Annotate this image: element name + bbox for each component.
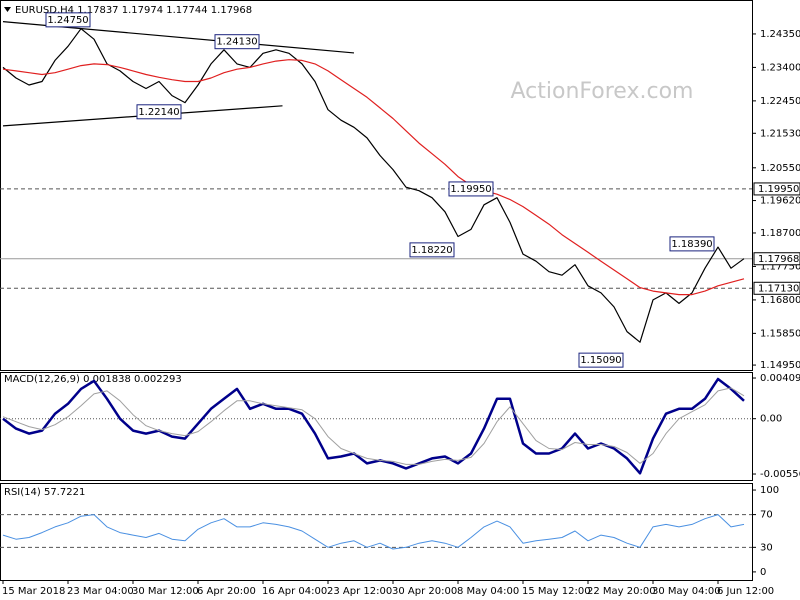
price-label: 1.22140 — [138, 107, 179, 118]
y-tick-label: 1.20550 — [760, 163, 800, 174]
y-tick-label: 0.004094 — [760, 373, 800, 384]
y-tick-label: 1.15850 — [760, 328, 800, 339]
series-line — [2, 59, 745, 296]
rsi-title: RSI(14) 57.7221 — [4, 487, 85, 498]
price-label: 1.19950 — [450, 184, 491, 195]
price-label-box — [669, 236, 715, 252]
y-tick-label: 1.22450 — [760, 96, 800, 107]
chart-title: EURUSD,H4 1.17837 1.17974 1.17744 1.1796… — [15, 5, 252, 16]
panel-frame — [0, 372, 753, 481]
price-label: 1.24130 — [216, 37, 257, 48]
y-tick-label: 1.16800 — [760, 295, 800, 306]
panel-frame — [0, 483, 753, 581]
price-label-box — [409, 242, 455, 258]
x-tick-label: 15 Mar 2018 — [2, 586, 65, 597]
x-tick-label: 30 Mar 12:00 — [132, 586, 199, 597]
watermark: ActionForex.com — [511, 79, 694, 104]
price-label-box — [136, 104, 182, 120]
y-tick-label: 0.00 — [760, 414, 782, 425]
level-label-box — [753, 182, 800, 196]
panel-frame — [0, 0, 753, 371]
x-tick-label: 15 May 12:00 — [522, 586, 591, 597]
price-label: 1.18220 — [411, 245, 452, 256]
level-label: 1.17968 — [758, 254, 799, 265]
series-line — [2, 377, 745, 475]
symbol-icon — [4, 7, 11, 12]
y-tick-label: 100 — [760, 485, 779, 496]
x-tick-label: 30 May 04:00 — [652, 586, 721, 597]
x-tick-label: 23 Mar 04:00 — [67, 586, 134, 597]
y-tick-label: 1.21530 — [760, 128, 800, 139]
y-tick-label: 1.23400 — [760, 62, 800, 73]
y-tick-label: 1.18700 — [760, 228, 800, 239]
x-tick-label: 23 Apr 12:00 — [327, 586, 392, 597]
x-tick-label: 30 Apr 20:00 — [392, 586, 457, 597]
y-tick-label: 1.24350 — [760, 29, 800, 40]
level-label: 1.19950 — [758, 184, 799, 195]
series-line — [2, 28, 745, 343]
y-tick-label: 70 — [760, 510, 773, 521]
price-label: 1.18390 — [671, 239, 712, 250]
x-tick-label: 8 May 04:00 — [457, 586, 519, 597]
x-tick-label: 16 Apr 04:00 — [262, 586, 327, 597]
y-tick-label: 1.17750 — [760, 261, 800, 272]
series-line — [2, 514, 745, 550]
y-tick-label: 0 — [760, 567, 766, 578]
x-tick-label: 6 Jun 12:00 — [717, 586, 774, 597]
price-label: 1.24750 — [47, 15, 88, 26]
price-label: 1.15090 — [580, 355, 621, 366]
y-tick-label: 1.14950 — [760, 360, 800, 371]
price-label-box — [45, 12, 91, 28]
y-tick-label: 1.19620 — [760, 196, 800, 207]
macd-title: MACD(12,26,9) 0.001838 0.002293 — [4, 374, 182, 385]
x-tick-label: 22 May 20:00 — [587, 586, 656, 597]
price-label-box — [214, 34, 260, 50]
x-tick-label: 6 Apr 20:00 — [197, 586, 256, 597]
level-label-box — [753, 252, 800, 266]
series-line — [2, 387, 745, 465]
y-tick-label: -0.005568 — [760, 469, 800, 480]
price-label-box — [578, 352, 624, 368]
level-label: 1.17130 — [758, 283, 799, 294]
level-label-box — [753, 281, 800, 295]
price-label-box — [448, 181, 494, 197]
y-tick-label: 30 — [760, 542, 773, 553]
